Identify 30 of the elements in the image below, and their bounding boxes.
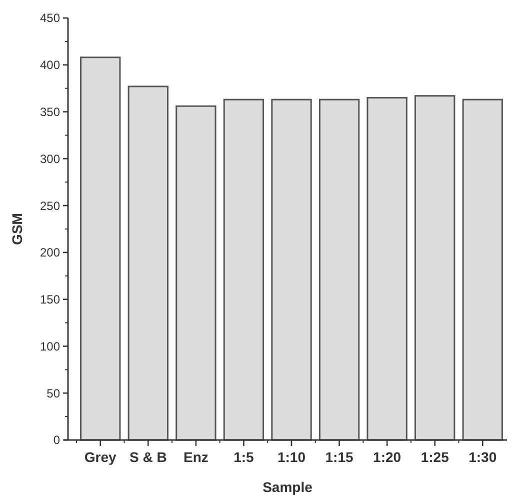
- bar: [462, 98, 503, 441]
- bar: [271, 98, 312, 441]
- x-tick-label: 1:10: [277, 449, 306, 465]
- x-tick-label: 1:20: [373, 449, 402, 465]
- y-tick-label: 300: [40, 152, 60, 166]
- y-tick-label: 450: [40, 11, 60, 26]
- y-tick-label: 200: [40, 246, 60, 260]
- x-tick-label: Grey: [84, 449, 117, 465]
- x-axis-title: Sample: [262, 479, 313, 495]
- bar: [128, 86, 168, 441]
- x-tick-label: 1:25: [420, 449, 450, 465]
- y-tick-label: 150: [40, 292, 60, 307]
- x-tick-label: S & B: [129, 449, 167, 465]
- bar: [223, 98, 264, 441]
- bar: [318, 98, 360, 441]
- bar: [176, 105, 216, 441]
- bar: [366, 96, 408, 441]
- y-axis-title: GSM: [9, 213, 25, 245]
- x-tick-label: 1:30: [468, 449, 497, 465]
- x-tick-label: 1:15: [325, 449, 354, 465]
- y-tick-label: 50: [46, 386, 60, 400]
- y-tick-label: 100: [40, 339, 60, 354]
- bar: [414, 95, 456, 441]
- y-tick-label: 400: [40, 58, 60, 72]
- y-tick-label: 350: [40, 104, 60, 119]
- y-tick-label: 0: [53, 433, 60, 448]
- y-tick-label: 250: [40, 198, 60, 213]
- bar: [80, 56, 121, 441]
- x-tick-label: Enz: [183, 449, 208, 465]
- x-tick-label: 1:5: [234, 449, 254, 465]
